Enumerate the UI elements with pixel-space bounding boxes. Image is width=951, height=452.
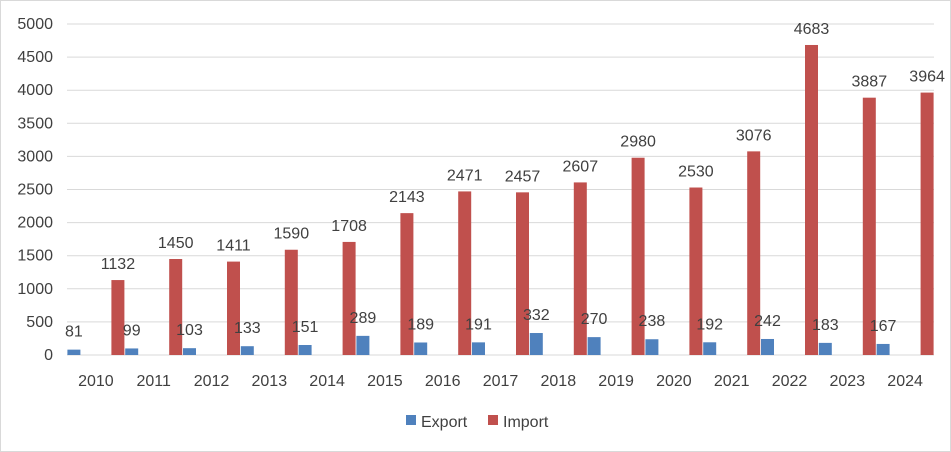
export-data-label: 270	[581, 311, 608, 328]
import-data-label: 1132	[101, 256, 136, 273]
export-bar	[472, 342, 485, 355]
export-bar	[876, 343, 890, 355]
export-bar	[183, 348, 196, 355]
import-bar	[227, 261, 240, 355]
x-tick-label: 2014	[309, 373, 345, 390]
y-tick-label: 3500	[17, 115, 53, 132]
export-bar	[587, 337, 601, 355]
export-bar	[645, 339, 659, 355]
import-bar	[111, 280, 125, 355]
import-bar	[862, 97, 876, 355]
export-bar	[414, 342, 428, 355]
import-bar	[631, 157, 645, 355]
import-legend-label: Import	[503, 414, 549, 431]
import-bar	[689, 187, 703, 355]
import-bar	[169, 259, 183, 355]
export-bar	[703, 342, 717, 355]
export-legend-swatch	[406, 415, 416, 425]
import-bar	[747, 151, 761, 355]
x-tick-label: 2011	[136, 373, 171, 390]
import-data-label: 3076	[736, 127, 772, 144]
x-tick-label: 2020	[656, 373, 692, 390]
import-data-label: 2457	[505, 168, 541, 185]
export-data-label: 191	[465, 316, 492, 333]
x-tick-label: 2023	[830, 373, 866, 390]
import-bar	[805, 44, 818, 355]
x-tick-label: 2015	[367, 373, 403, 390]
import-bar	[920, 92, 934, 356]
export-data-label: 99	[123, 322, 141, 339]
y-tick-label: 500	[26, 314, 53, 331]
import-bar	[284, 249, 298, 355]
import-data-label: 2471	[447, 167, 483, 184]
x-tick-label: 2016	[425, 373, 461, 390]
y-tick-label: 1500	[17, 248, 53, 265]
export-data-label: 238	[639, 313, 666, 330]
export-bar	[67, 349, 81, 355]
export-bar	[529, 333, 543, 355]
import-bar	[342, 241, 356, 355]
x-axis-ticks: 2010 2011 2012 2013 2014 2015 2016 2017 2018 2019…	[78, 373, 923, 390]
export-data-label: 151	[292, 319, 319, 336]
data-labels: 81 1132 99 1450 103 1411 133 1590 151 1708 289 2143…	[65, 21, 945, 341]
export-bar	[125, 348, 139, 355]
import-data-label: 2143	[389, 189, 425, 206]
export-bar	[240, 346, 254, 355]
x-tick-label: 2022	[772, 373, 808, 390]
import-legend-swatch	[488, 415, 498, 425]
export-data-label: 183	[812, 317, 839, 334]
x-tick-label: 2017	[483, 373, 519, 390]
import-data-label: 1708	[331, 218, 367, 235]
y-tick-label: 2000	[17, 215, 53, 232]
import-data-label: 3964	[909, 69, 945, 86]
y-tick-label: 2500	[17, 182, 53, 199]
x-tick-label: 2021	[714, 373, 750, 390]
x-tick-label: 2018	[541, 373, 577, 390]
bars	[67, 44, 934, 356]
y-tick-label: 0	[44, 347, 53, 364]
export-bar	[818, 342, 832, 355]
legend: Export Import	[406, 414, 549, 431]
x-tick-label: 2012	[194, 373, 230, 390]
export-data-label: 192	[696, 316, 723, 333]
import-bar	[400, 213, 414, 355]
y-tick-label: 4500	[17, 49, 53, 66]
import-data-label: 1450	[158, 235, 194, 252]
export-data-label: 81	[65, 324, 83, 341]
export-data-label: 242	[754, 313, 781, 330]
export-legend-label: Export	[421, 414, 468, 431]
import-data-label: 4683	[794, 21, 830, 38]
import-data-label: 2530	[678, 164, 714, 181]
export-data-label: 189	[407, 316, 434, 333]
x-tick-label: 2010	[78, 373, 114, 390]
export-data-label: 289	[350, 310, 377, 327]
gridlines	[67, 23, 934, 356]
y-tick-label: 5000	[17, 16, 53, 33]
x-tick-label: 2013	[252, 373, 288, 390]
import-bar	[458, 191, 472, 355]
import-data-label: 3887	[852, 74, 888, 91]
export-bar	[761, 338, 774, 355]
y-tick-label: 3000	[17, 148, 53, 165]
import-data-label: 2607	[563, 158, 599, 175]
y-tick-label: 4000	[17, 82, 53, 99]
export-data-label: 167	[870, 318, 897, 335]
y-axis-ticks: 0 500 1000 1500 2000 2500 3000 3500 4000 4500 5000	[17, 16, 53, 364]
export-bar	[298, 345, 312, 355]
export-bar	[356, 335, 370, 355]
import-data-label: 1411	[216, 238, 251, 255]
import-bar	[516, 192, 529, 355]
export-data-label: 133	[234, 320, 261, 337]
import-data-label: 2980	[620, 134, 656, 151]
import-bar	[573, 182, 587, 355]
export-data-label: 332	[523, 307, 550, 324]
y-tick-label: 1000	[17, 281, 53, 298]
x-tick-label: 2024	[887, 373, 923, 390]
x-tick-label: 2019	[598, 373, 634, 390]
export-data-label: 103	[176, 322, 203, 339]
import-data-label: 1590	[274, 226, 310, 243]
